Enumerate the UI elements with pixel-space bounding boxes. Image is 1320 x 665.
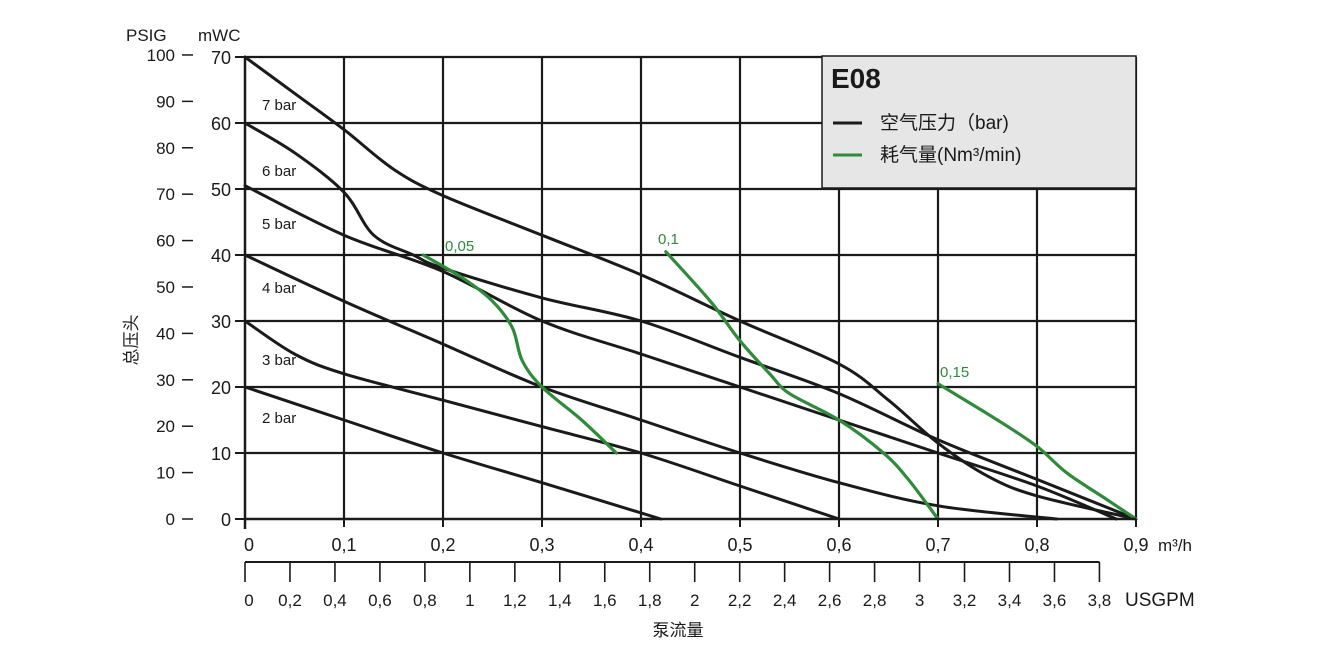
- series-line-4: [243, 319, 841, 521]
- y-tick-label-mwc: 60: [211, 114, 231, 134]
- y-tick-label-psig: 80: [156, 139, 175, 158]
- series-line-6: [421, 253, 618, 455]
- series-line-2: [243, 184, 1118, 521]
- usgpm-tick-label: 2: [690, 591, 699, 610]
- usgpm-tick-label: 0: [244, 591, 253, 610]
- usgpm-tick-label: 0,8: [413, 591, 437, 610]
- y-tick-label-psig: 60: [156, 232, 175, 251]
- usgpm-tick-label: 2,2: [728, 591, 752, 610]
- usgpm-tick-label: 2,8: [863, 591, 887, 610]
- usgpm-tick-label: 1,6: [593, 591, 617, 610]
- x-axis-unit-usgpm: USGPM: [1125, 590, 1195, 611]
- y-tick-label-mwc: 10: [211, 444, 231, 464]
- series-line-3: [243, 253, 1059, 521]
- psig-unit-label: PSIG: [126, 26, 167, 45]
- series-label-5-bar: 5 bar: [262, 216, 296, 233]
- x-axis-unit-m3h: m³/h: [1158, 536, 1192, 555]
- x-tick-label: 0,6: [826, 535, 851, 555]
- series-label-flow-005: 0,05: [445, 238, 474, 255]
- y-tick-label-psig: 0: [166, 510, 175, 529]
- x-axis-title: 泵流量: [653, 621, 704, 640]
- series-line-8: [936, 382, 1138, 521]
- usgpm-tick-label: 3,4: [998, 591, 1022, 610]
- series-label-flow-015: 0,15: [940, 364, 969, 381]
- y-tick-label-mwc: 40: [211, 246, 231, 266]
- y-tick-label-mwc: 0: [221, 510, 231, 530]
- x-tick-label: 0,8: [1024, 535, 1049, 555]
- y-tick-label-psig: 10: [156, 464, 175, 483]
- series-line-7: [664, 250, 940, 521]
- usgpm-tick-label: 0,2: [278, 591, 302, 610]
- y-tick-label-mwc: 70: [211, 48, 231, 68]
- bar-labels: 7 bar 6 bar 5 bar 4 bar 3 bar 2 bar 0,05…: [262, 97, 969, 427]
- legend: E08 空气压力（bar) 耗气量(Nm³/min): [821, 55, 1137, 189]
- y-tick-label-mwc: 50: [211, 180, 231, 200]
- usgpm-tick-label: 3,2: [953, 591, 977, 610]
- usgpm-tick-label: 1: [465, 591, 474, 610]
- legend-label-pressure: 空气压力（bar): [880, 112, 1009, 134]
- y-tick-label-mwc: 30: [211, 312, 231, 332]
- usgpm-tick-label: 0,6: [368, 591, 392, 610]
- mwc-unit-label: mWC: [198, 26, 240, 45]
- legend-title: E08: [831, 63, 881, 94]
- series-label-2-bar: 2 bar: [262, 410, 296, 427]
- axis-layer: 0 0,1 0,2 0,3 0,4 0,5 0,6 0,7 0,8 0,9010203040506…: [147, 46, 1149, 610]
- usgpm-tick-label: 3,8: [1088, 591, 1112, 610]
- legend-label-consumption: 耗气量(Nm³/min): [880, 144, 1021, 166]
- y-tick-label-psig: 50: [156, 278, 175, 297]
- usgpm-tick-label: 1,8: [638, 591, 662, 610]
- y-axis-title: 总压头: [122, 315, 141, 366]
- x-tick-label: 0,7: [925, 535, 950, 555]
- x-tick-label: 0,5: [727, 535, 752, 555]
- y-tick-label-psig: 40: [156, 324, 175, 343]
- y-tick-label-psig: 20: [156, 417, 175, 436]
- y-tick-label-mwc: 20: [211, 378, 231, 398]
- series-layer: [243, 55, 1138, 521]
- x-tick-label: 0,2: [430, 535, 455, 555]
- x-tick-label: 0,9: [1123, 535, 1148, 555]
- usgpm-tick-label: 1,4: [548, 591, 572, 610]
- legend-box: [821, 55, 1137, 189]
- usgpm-tick-label: 2,4: [773, 591, 797, 610]
- y-tick-label-psig: 70: [156, 185, 175, 204]
- usgpm-tick-label: 3,6: [1043, 591, 1067, 610]
- series-label-flow-01: 0,1: [658, 231, 679, 248]
- y-tick-label-psig: 100: [147, 46, 175, 65]
- x-tick-label: 0: [244, 535, 254, 555]
- series-label-6-bar: 6 bar: [262, 163, 296, 180]
- series-label-4-bar: 4 bar: [262, 280, 296, 297]
- series-line-0: [243, 55, 1138, 521]
- usgpm-tick-label: 0,4: [323, 591, 347, 610]
- x-tick-label: 0,1: [331, 535, 356, 555]
- y-tick-label-psig: 90: [156, 92, 175, 111]
- usgpm-tick-label: 2,6: [818, 591, 842, 610]
- series-line-1: [243, 121, 1138, 521]
- usgpm-tick-label: 1,2: [503, 591, 527, 610]
- usgpm-tick-label: 3: [915, 591, 924, 610]
- series-label-3-bar: 3 bar: [262, 352, 296, 369]
- y-tick-label-psig: 30: [156, 371, 175, 390]
- x-tick-label: 0,3: [529, 535, 554, 555]
- series-label-7-bar: 7 bar: [262, 97, 296, 114]
- x-tick-label: 0,4: [628, 535, 653, 555]
- series-line-5: [243, 385, 663, 521]
